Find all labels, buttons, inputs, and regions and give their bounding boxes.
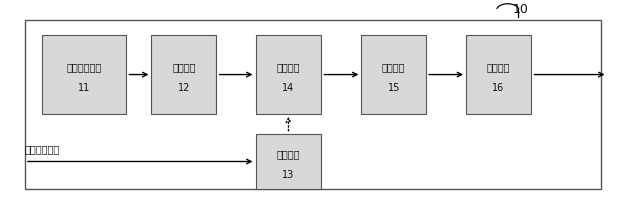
Text: 14: 14: [282, 83, 295, 92]
Text: 10: 10: [512, 3, 528, 16]
Text: 变换模块: 变换模块: [487, 62, 510, 72]
Bar: [151, 36, 217, 114]
Text: 数字信号序列: 数字信号序列: [25, 144, 60, 153]
Bar: [466, 36, 531, 114]
Text: 乘法模块: 乘法模块: [277, 62, 300, 72]
Text: 16: 16: [492, 83, 505, 92]
Text: 13: 13: [282, 169, 295, 179]
Text: 转换模块: 转换模块: [277, 149, 300, 158]
Bar: [42, 36, 126, 114]
Bar: [256, 36, 321, 114]
Bar: [25, 21, 601, 190]
Text: 波形生成模块: 波形生成模块: [67, 62, 102, 72]
Bar: [256, 134, 321, 190]
Text: 11: 11: [78, 83, 90, 92]
Bar: [361, 36, 426, 114]
Text: 移位模块: 移位模块: [172, 62, 196, 72]
Text: 12: 12: [178, 83, 190, 92]
Text: 15: 15: [388, 83, 400, 92]
Text: 叠加模块: 叠加模块: [382, 62, 406, 72]
